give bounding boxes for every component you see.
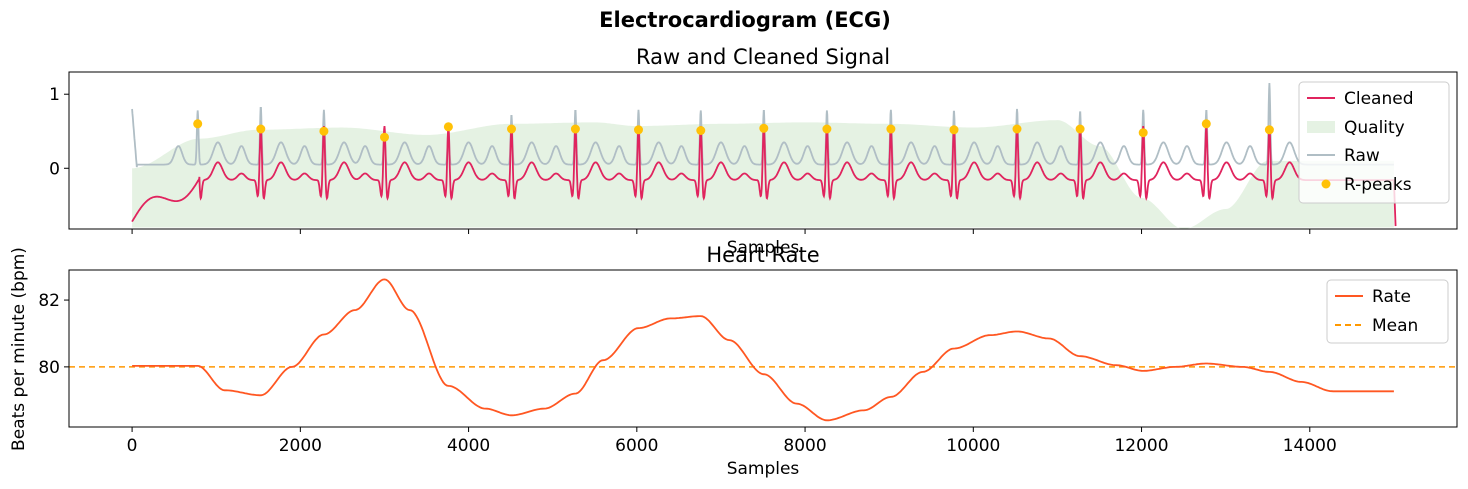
legend-swatch-rpeaks [1321, 179, 1331, 189]
r-peak-point [1012, 124, 1022, 134]
legend-label: Rate [1372, 287, 1411, 307]
panel2-xtick-label: 10000 [946, 436, 1000, 456]
panel1-ytick-label: 0 [49, 159, 60, 179]
cleaned-path [131, 125, 1397, 227]
r-peak-point [1075, 124, 1085, 134]
r-peak-point [759, 123, 769, 133]
panel1-ytick-label: 1 [49, 85, 60, 105]
panel2-xtick-label: 4000 [447, 436, 490, 456]
r-peak-point [1138, 128, 1148, 138]
r-peak-point [570, 124, 580, 134]
r-peak-point [443, 122, 453, 132]
legend-label: Mean [1372, 316, 1418, 336]
r-peak-point [696, 126, 706, 135]
raw-cleaned-panel: Raw and Cleaned Signal 01 Samples Cleane… [49, 45, 1458, 258]
panel2-xtick-label: 6000 [615, 436, 658, 456]
r-peak-point [1264, 125, 1274, 135]
legend-box [1298, 81, 1450, 204]
r-peak-point [634, 125, 643, 135]
r-peak-point [822, 124, 832, 134]
r-peak-point [319, 126, 329, 136]
legend-swatch-quality [1307, 121, 1335, 133]
legend-label: R-peaks [1344, 175, 1412, 195]
panel1-title: Raw and Cleaned Signal [636, 45, 890, 69]
panel2-ylabel: Beats per minute (bpm) [9, 247, 29, 451]
r-peak-point [949, 125, 959, 135]
panel2-title: Heart Rate [706, 243, 819, 267]
panel1-frame [68, 71, 1458, 230]
r-peak-point [256, 124, 266, 134]
r-peaks-markers [193, 119, 1274, 142]
rate-path [132, 278, 1394, 422]
panel2-xtick-label: 2000 [279, 436, 322, 456]
legend-label: Cleaned [1344, 89, 1414, 109]
figure-title: Electrocardiogram (ECG) [599, 8, 891, 32]
heart-rate-panel: Heart Rate 0 2000 4000 6000 8000 10000 12000 14… [9, 243, 1458, 479]
r-peak-point [1201, 119, 1211, 129]
r-peak-point [507, 124, 516, 134]
panel2-frame [68, 269, 1458, 428]
panel2-legend: Rate Mean [1326, 279, 1449, 344]
panel2-xtick-label: 0 [127, 436, 138, 456]
rate-line [132, 278, 1394, 422]
panel1-legend: Cleaned Quality Raw R-peaks [1298, 81, 1450, 204]
panel2-ytick-label: 82 [38, 291, 60, 311]
r-peak-point [380, 132, 389, 142]
r-peak-point [886, 124, 896, 134]
panel2-xtick-label: 14000 [1283, 436, 1337, 456]
panel2-ytick-label: 80 [38, 358, 60, 378]
panel2-xlabel: Samples [727, 459, 800, 479]
cleaned-signal-line [131, 125, 1397, 227]
panel1-axes: 01 [49, 85, 1311, 234]
legend-label: Quality [1344, 118, 1405, 138]
r-peak-point [193, 119, 203, 129]
panel2-axes: 0 2000 4000 6000 8000 10000 12000 14000 80 82 [38, 291, 1336, 456]
legend-label: Raw [1344, 146, 1380, 166]
panel1-xlabel: Samples [727, 238, 800, 258]
panel2-xtick-label: 12000 [1114, 436, 1168, 456]
panel2-xtick-label: 8000 [783, 436, 826, 456]
